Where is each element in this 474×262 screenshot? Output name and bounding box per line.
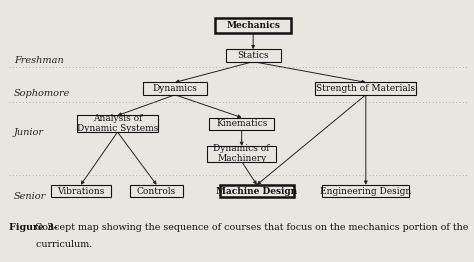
Text: Engineering Design: Engineering Design — [320, 187, 411, 195]
Text: Analysis of
Dynamic Systems: Analysis of Dynamic Systems — [77, 114, 158, 133]
Text: Kinematics: Kinematics — [216, 119, 267, 128]
Text: Mechanics: Mechanics — [226, 21, 280, 30]
FancyBboxPatch shape — [130, 185, 183, 197]
Text: Junior: Junior — [14, 128, 44, 137]
FancyBboxPatch shape — [322, 185, 410, 197]
Text: Figure 3-: Figure 3- — [9, 223, 58, 232]
FancyBboxPatch shape — [77, 116, 158, 132]
FancyBboxPatch shape — [143, 82, 207, 95]
Text: Freshman: Freshman — [14, 56, 64, 65]
FancyBboxPatch shape — [315, 82, 416, 95]
FancyBboxPatch shape — [210, 118, 274, 130]
FancyBboxPatch shape — [207, 146, 276, 162]
FancyBboxPatch shape — [226, 49, 281, 62]
FancyBboxPatch shape — [215, 18, 291, 33]
FancyBboxPatch shape — [220, 185, 293, 197]
Text: Machine Design: Machine Design — [216, 187, 297, 195]
FancyBboxPatch shape — [51, 185, 110, 197]
Text: Concept map showing the sequence of courses that focus on the mechanics portion : Concept map showing the sequence of cour… — [32, 223, 469, 232]
Text: Vibrations: Vibrations — [57, 187, 104, 195]
Text: Controls: Controls — [137, 187, 176, 195]
Text: Strength of Materials: Strength of Materials — [316, 84, 415, 93]
Text: Dynamics of
Machinery: Dynamics of Machinery — [213, 144, 270, 163]
Text: Dynamics: Dynamics — [153, 84, 198, 93]
Text: Senior: Senior — [14, 192, 46, 201]
Text: curriculum.: curriculum. — [9, 240, 93, 249]
Text: Sophomore: Sophomore — [14, 89, 71, 98]
Text: Statics: Statics — [237, 51, 269, 60]
